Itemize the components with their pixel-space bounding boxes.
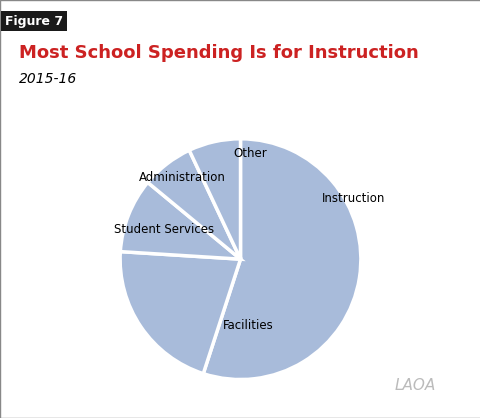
Text: Other: Other: [233, 148, 266, 161]
Text: Facilities: Facilities: [222, 319, 273, 332]
Text: Figure 7: Figure 7: [5, 15, 63, 28]
Text: Administration: Administration: [139, 171, 226, 184]
Text: LAOA: LAOA: [394, 378, 435, 393]
Wedge shape: [189, 139, 240, 259]
Wedge shape: [147, 150, 240, 259]
Text: Instruction: Instruction: [322, 192, 385, 206]
Text: Most School Spending Is for Instruction: Most School Spending Is for Instruction: [19, 44, 418, 62]
Text: Student Services: Student Services: [114, 222, 214, 236]
Wedge shape: [203, 139, 360, 380]
Wedge shape: [120, 182, 240, 259]
Wedge shape: [120, 252, 240, 374]
Text: 2015-16: 2015-16: [19, 72, 77, 86]
